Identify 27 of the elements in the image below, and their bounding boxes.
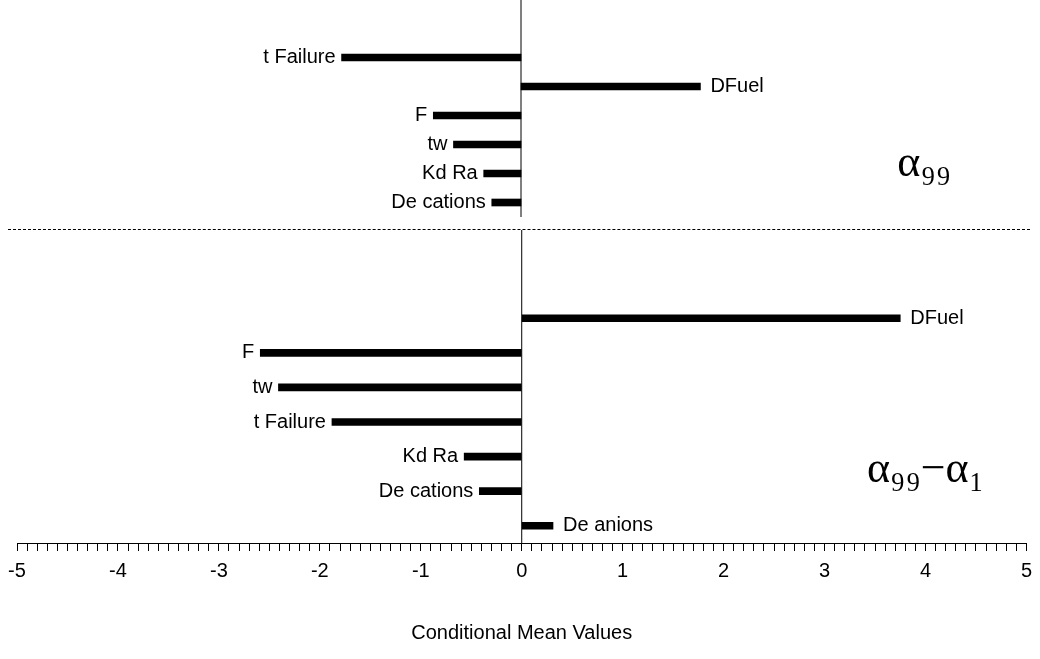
x-tick-label: -2 (310, 558, 329, 581)
x-axis-title: Conditional Mean Values (411, 620, 633, 643)
category-label: De cations (378, 478, 474, 501)
category-label: t Failure (253, 409, 326, 432)
category-label: tw (252, 374, 273, 397)
category-label: Kd Ra (402, 444, 459, 467)
x-tick-label: -1 (411, 558, 430, 581)
category-label: F (242, 340, 255, 363)
category-label: t Failure (263, 45, 336, 68)
category-label: DFuel (710, 74, 764, 97)
category-label: F (415, 103, 428, 126)
category-label: De anions (563, 513, 654, 536)
annotation: α₉₉ (897, 137, 952, 187)
x-tick-label: 0 (516, 558, 528, 581)
x-tick-label: 5 (1020, 558, 1032, 581)
category-label: tw (427, 132, 448, 155)
x-tick-label: 1 (617, 558, 629, 581)
x-tick-label: 4 (919, 558, 932, 581)
category-label: De cations (391, 190, 486, 213)
annotation: α₉₉−α₁ (867, 442, 984, 492)
x-tick-label: -4 (109, 558, 127, 581)
x-tick-label: 2 (718, 558, 730, 581)
x-tick-label: 3 (818, 558, 831, 581)
x-tick-label: -3 (209, 558, 228, 581)
category-label: Kd Ra (422, 161, 478, 184)
category-label: DFuel (910, 305, 964, 328)
x-tick-label: -5 (8, 558, 26, 581)
